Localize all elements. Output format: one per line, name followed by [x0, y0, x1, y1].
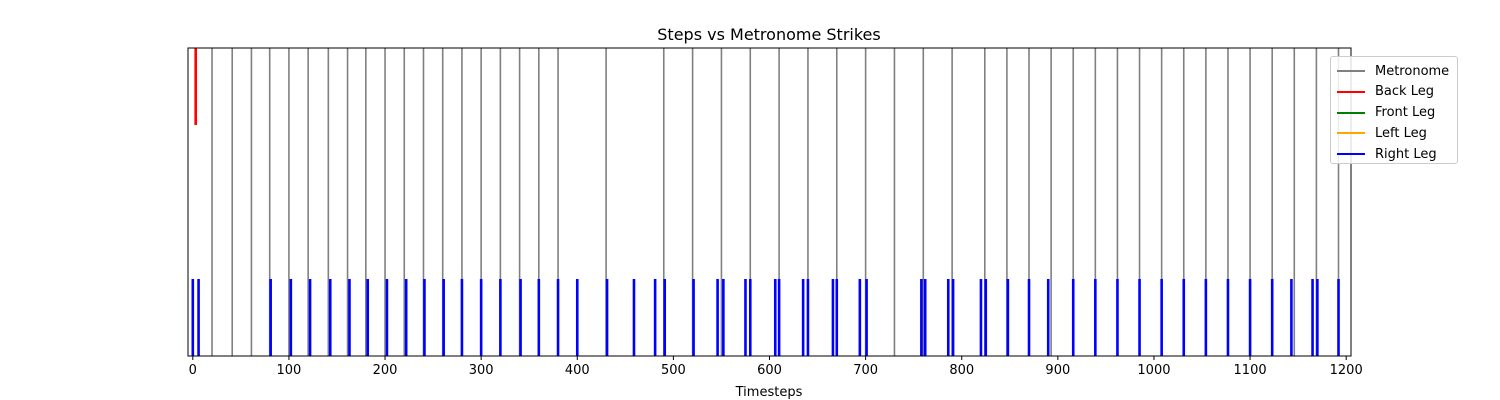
legend-swatch [1337, 132, 1365, 135]
event-lines [191, 48, 1340, 356]
x-tick-label: 300 [469, 363, 494, 378]
legend-item: Right Leg [1337, 144, 1437, 164]
x-tick-label: 1000 [1137, 363, 1170, 378]
x-tick-label: 1100 [1234, 363, 1267, 378]
legend-label: Left Leg [1375, 125, 1427, 141]
legend-label: Back Leg [1375, 84, 1434, 100]
plot-frame [187, 47, 1352, 357]
x-tick-label: 600 [757, 363, 782, 378]
x-tick-label: 1200 [1330, 363, 1363, 378]
x-tick-label: 900 [1045, 363, 1070, 378]
x-tick-label: 400 [565, 363, 590, 378]
legend-swatch [1337, 70, 1365, 72]
legend-item: Front Leg [1337, 103, 1435, 123]
legend-label: Metronome [1375, 63, 1450, 79]
legend-label: Right Leg [1375, 146, 1437, 162]
legend-label: Front Leg [1375, 105, 1436, 121]
x-tick-label: 500 [661, 363, 686, 378]
x-tick-label: 100 [277, 363, 302, 378]
x-tick-label: 700 [853, 363, 878, 378]
x-tick-label: 0 [189, 363, 197, 378]
legend-item: Back Leg [1337, 82, 1434, 102]
legend-item: Left Leg [1337, 123, 1427, 143]
legend-swatch [1337, 153, 1365, 156]
legend-item: Metronome [1337, 61, 1449, 81]
x-axis-label: Timesteps [735, 385, 803, 400]
legend: Metronome Back Leg Front Leg Left Leg Right … [1330, 56, 1458, 164]
legend-swatch [1337, 111, 1365, 114]
x-axis: 0 100 200 300 400 500 600 700 800 900 1000 1100 1200 [189, 356, 1363, 378]
x-tick-label: 800 [949, 363, 974, 378]
x-tick-label: 200 [373, 363, 398, 378]
legend-swatch [1337, 90, 1365, 93]
chart-title: Steps vs Metronome Strikes [657, 25, 880, 44]
